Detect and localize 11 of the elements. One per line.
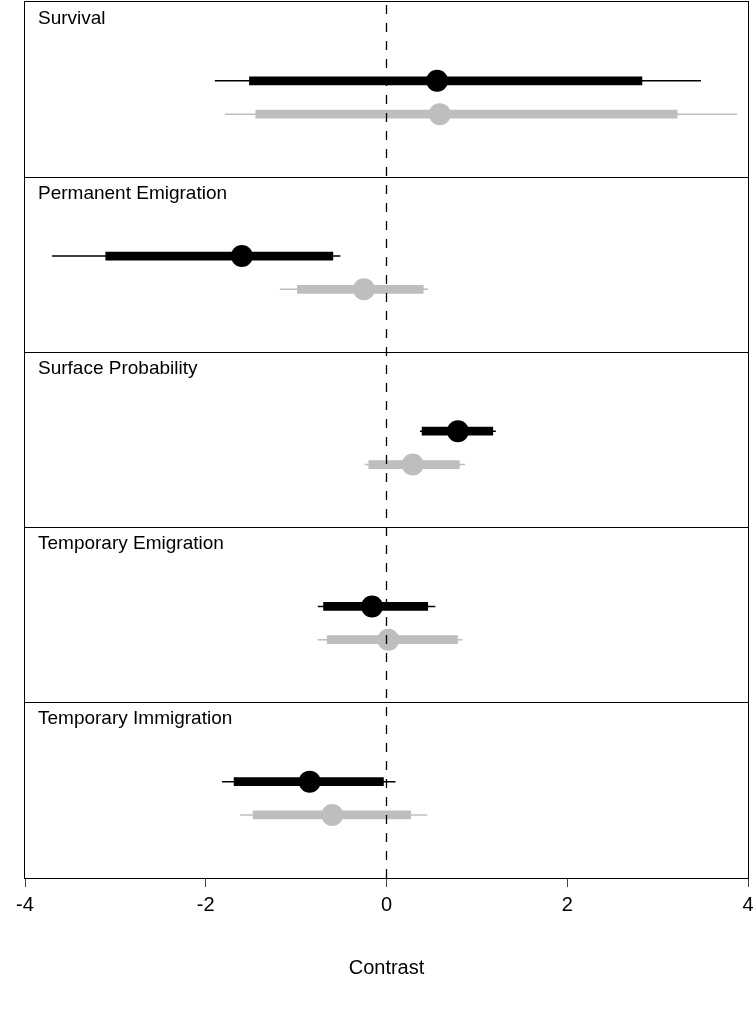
y-tick-label: Temporary Immigration xyxy=(38,707,233,728)
x-axis-title: Contrast xyxy=(348,955,425,978)
y-tick-label: Surface Probability xyxy=(38,357,198,378)
y-tick-label: Temporary Emigration xyxy=(38,532,224,553)
x-tick-label: 0 xyxy=(380,893,393,915)
x-tick-label: 4 xyxy=(742,893,754,915)
y-tick-label: Permanent Emigration xyxy=(38,182,228,203)
x-tick-label: -2 xyxy=(196,893,215,915)
x-tick-label: -4 xyxy=(16,893,34,915)
x-tick-label: 2 xyxy=(561,893,573,915)
y-tick-label: Survival xyxy=(38,7,106,28)
